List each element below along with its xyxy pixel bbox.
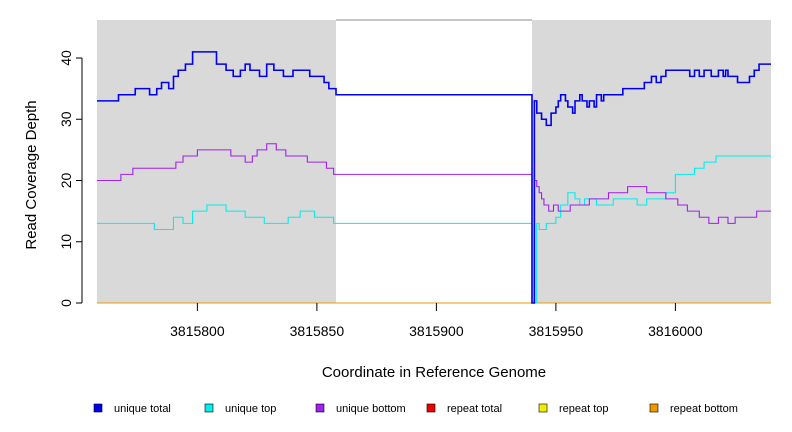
y-tick-label: 0 [58,299,74,307]
legend-label: repeat total [447,403,502,415]
plot-background [97,19,771,303]
y-tick-label: 40 [58,50,74,66]
covered-region-left [97,20,337,303]
legend-label: repeat bottom [670,403,738,415]
uncovered-region [336,20,532,303]
x-tick-label: 3815900 [409,323,464,339]
x-tick-label: 3815800 [170,323,225,339]
legend-label: unique bottom [336,403,406,415]
legend-swatch [426,403,436,413]
legend-swatch [649,403,659,413]
y-tick-label: 20 [58,173,74,189]
series-line-unique-total [97,51,771,304]
legend-swatch [315,403,325,413]
series-line-unique-top [97,155,771,304]
legend-label: unique total [114,403,171,415]
series-line-unique-bottom [97,143,771,304]
legend-swatch [93,403,103,413]
legend-swatch [204,403,214,413]
series-layer [97,51,771,304]
x-tick-label: 3816000 [648,323,703,339]
legend-label: repeat top [559,403,609,415]
x-axis-title: Coordinate in Reference Genome [322,364,546,381]
legend-swatch [538,403,548,413]
y-tick-label: 30 [58,111,74,127]
axes-layer: 0 10 20 30 40 3815800 3815850 3815900 3815950 381… [58,50,703,339]
y-tick-label: 10 [58,234,74,250]
covered-region-right [531,20,771,303]
legend: unique total unique top unique bottom repea… [93,403,738,415]
y-axis-title: Read Coverage Depth [23,100,40,249]
legend-label: unique top [225,403,276,415]
x-tick-label: 3815850 [290,323,345,339]
x-tick-label: 3815950 [529,323,584,339]
